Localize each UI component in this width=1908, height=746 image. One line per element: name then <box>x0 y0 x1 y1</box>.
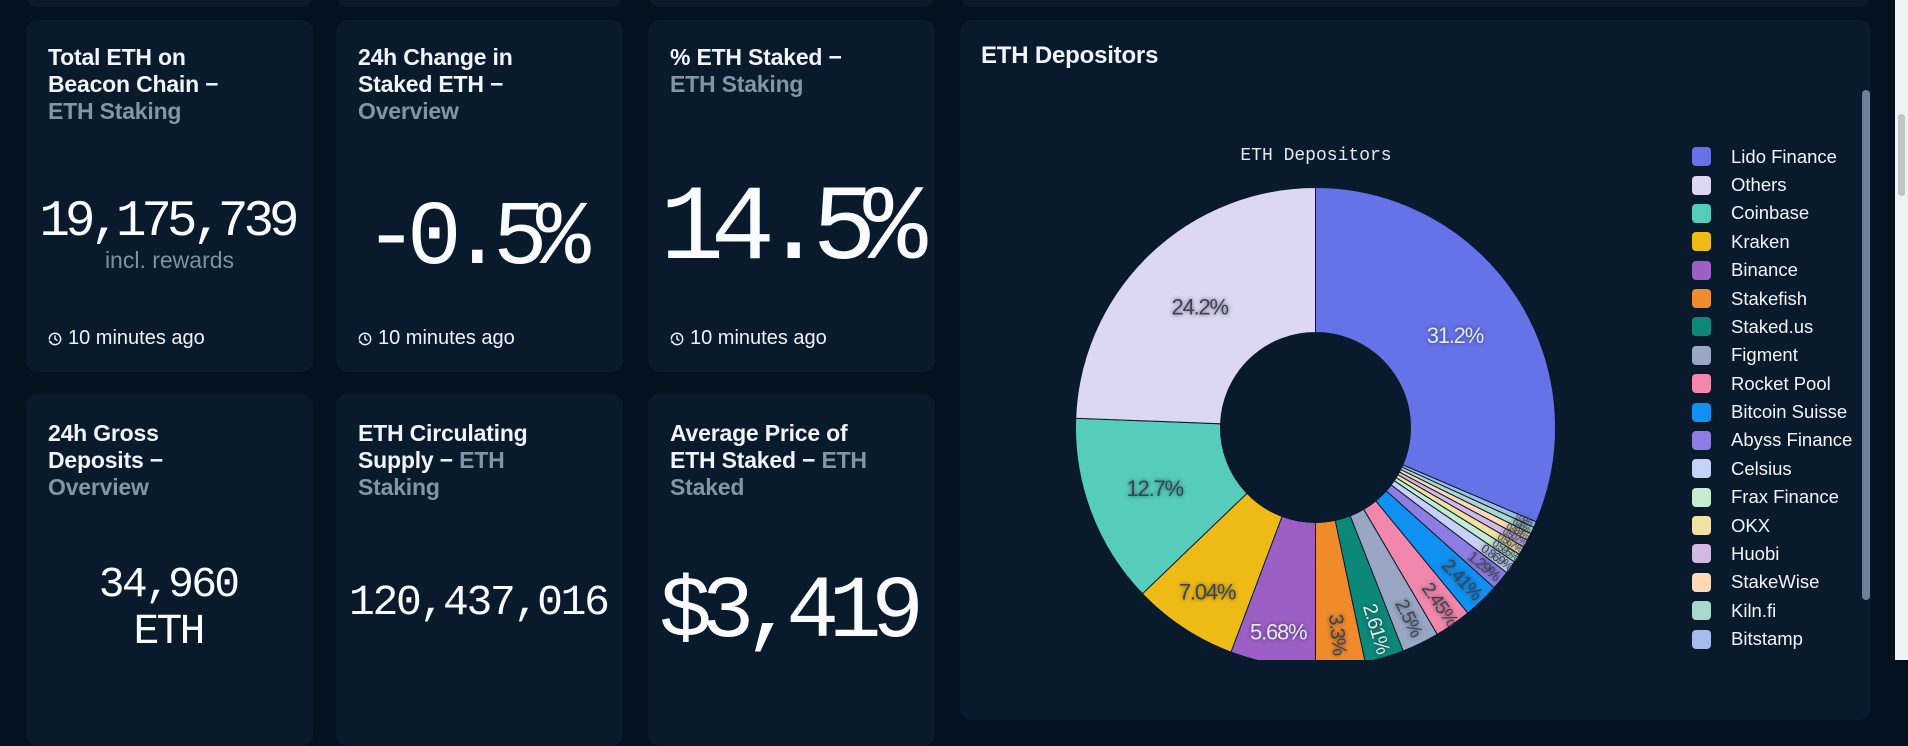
svg-text:31.2%: 31.2% <box>1427 323 1484 348</box>
svg-text:3.3%: 3.3% <box>1324 613 1350 657</box>
svg-text:5.68%: 5.68% <box>1250 620 1307 645</box>
svg-text:7.04%: 7.04% <box>1179 579 1236 604</box>
svg-text:24.2%: 24.2% <box>1172 295 1229 320</box>
svg-text:12.7%: 12.7% <box>1127 476 1184 501</box>
